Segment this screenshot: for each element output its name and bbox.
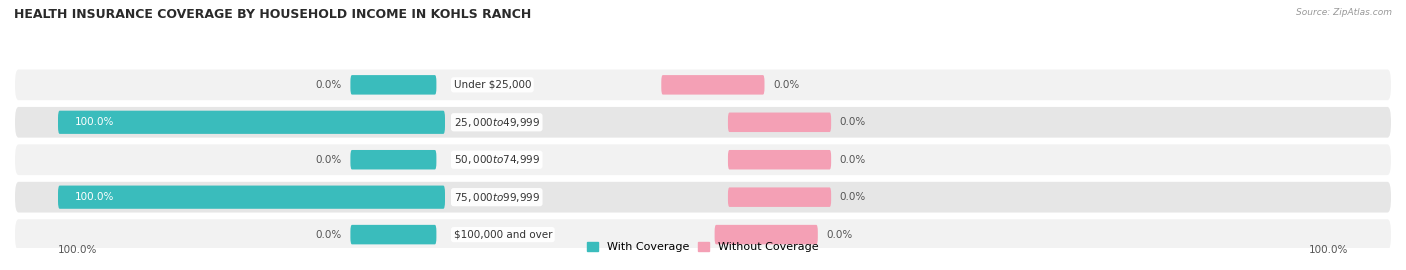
FancyBboxPatch shape — [15, 107, 1391, 138]
FancyBboxPatch shape — [15, 69, 1391, 100]
FancyBboxPatch shape — [714, 225, 818, 244]
FancyBboxPatch shape — [58, 111, 446, 134]
FancyBboxPatch shape — [728, 150, 831, 170]
Text: 0.0%: 0.0% — [827, 230, 852, 239]
FancyBboxPatch shape — [15, 144, 1391, 175]
FancyBboxPatch shape — [15, 182, 1391, 212]
Text: 100.0%: 100.0% — [75, 117, 114, 127]
Text: $25,000 to $49,999: $25,000 to $49,999 — [454, 116, 540, 129]
FancyBboxPatch shape — [15, 219, 1391, 250]
FancyBboxPatch shape — [350, 150, 436, 170]
Text: 0.0%: 0.0% — [315, 230, 342, 239]
FancyBboxPatch shape — [661, 75, 765, 94]
FancyBboxPatch shape — [728, 187, 831, 207]
FancyBboxPatch shape — [350, 75, 436, 94]
Text: $50,000 to $74,999: $50,000 to $74,999 — [454, 153, 540, 166]
Text: 100.0%: 100.0% — [58, 245, 97, 255]
Text: $100,000 and over: $100,000 and over — [454, 230, 553, 239]
Text: 0.0%: 0.0% — [839, 117, 866, 127]
Text: $75,000 to $99,999: $75,000 to $99,999 — [454, 191, 540, 204]
Text: 100.0%: 100.0% — [1309, 245, 1348, 255]
Text: 0.0%: 0.0% — [839, 192, 866, 202]
Text: HEALTH INSURANCE COVERAGE BY HOUSEHOLD INCOME IN KOHLS RANCH: HEALTH INSURANCE COVERAGE BY HOUSEHOLD I… — [14, 8, 531, 21]
Text: 0.0%: 0.0% — [315, 155, 342, 165]
Legend: With Coverage, Without Coverage: With Coverage, Without Coverage — [588, 242, 818, 252]
Text: Source: ZipAtlas.com: Source: ZipAtlas.com — [1296, 8, 1392, 17]
FancyBboxPatch shape — [58, 185, 446, 209]
FancyBboxPatch shape — [728, 113, 831, 132]
Text: 0.0%: 0.0% — [315, 80, 342, 90]
FancyBboxPatch shape — [350, 225, 436, 244]
Text: 100.0%: 100.0% — [75, 192, 114, 202]
Text: Under $25,000: Under $25,000 — [454, 80, 531, 90]
Text: 0.0%: 0.0% — [773, 80, 800, 90]
Text: 0.0%: 0.0% — [839, 155, 866, 165]
